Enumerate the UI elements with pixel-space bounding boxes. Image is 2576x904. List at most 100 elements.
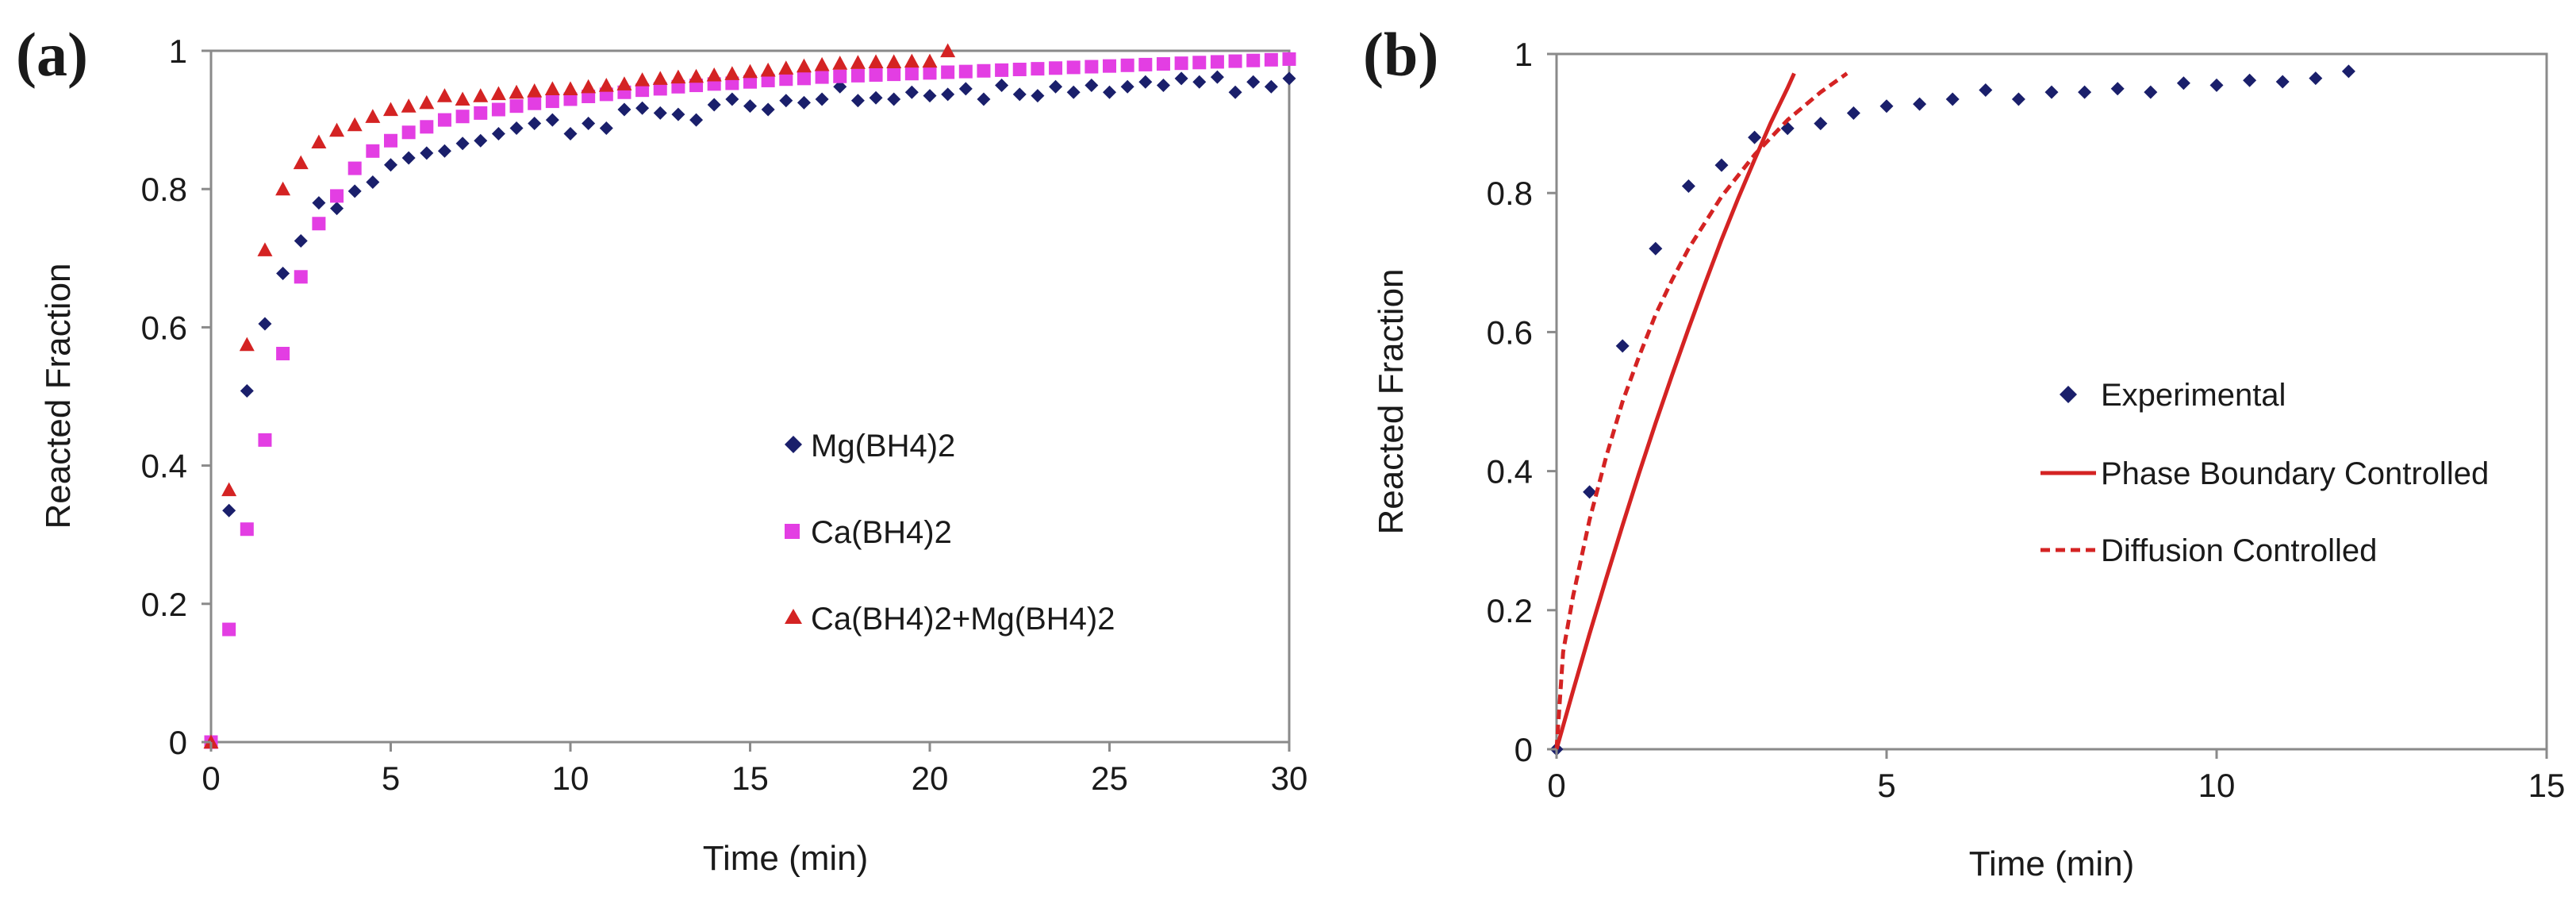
- legend-marker-mg: [785, 436, 802, 453]
- data-point-ca-bh4-2: [797, 71, 811, 86]
- data-point-ca-bh4-2: [276, 346, 290, 360]
- x-axis-label-b: Time (min): [1969, 844, 2135, 883]
- data-point-mg-bh4-2: [1174, 71, 1188, 86]
- data-point-mg-bh4-2: [833, 79, 847, 94]
- data-point-mg-bh4-2: [941, 87, 955, 102]
- data-point-ca-bh4-2: [384, 133, 397, 148]
- data-point-ca-bh4-2: [1210, 55, 1224, 69]
- data-point-ca-bh4-2: [779, 72, 793, 87]
- data-point-ca-bh4-2-mg-bh4-2: [760, 62, 776, 77]
- data-point-ca-bh4-2: [347, 161, 362, 175]
- data-point-ca-bh4-2-mg-bh4-2: [490, 86, 506, 101]
- data-point-mg-bh4-2: [904, 85, 919, 99]
- data-point-mg-bh4-2: [455, 137, 470, 151]
- panel-label-a: (a): [16, 20, 88, 89]
- data-point-mg-bh4-2: [1049, 79, 1063, 94]
- data-point-ca-bh4-2-mg-bh4-2: [293, 155, 309, 170]
- y-ticks-a: 0 0.2 0.4 0.6 0.8 1: [141, 33, 211, 761]
- legend-marker-ca: [785, 524, 800, 539]
- data-point-mg-bh4-2: [1103, 85, 1116, 99]
- data-point-experimental: [2078, 85, 2092, 99]
- data-point-mg-bh4-2: [528, 116, 542, 130]
- legend-label-ca: Ca(BH4)2: [811, 515, 952, 550]
- data-point-ca-bh4-2-mg-bh4-2: [743, 63, 758, 79]
- data-point-ca-bh4-2-mg-bh4-2: [598, 78, 614, 92]
- data-point-ca-bh4-2-mg-bh4-2: [652, 71, 668, 85]
- data-point-ca-bh4-2-mg-bh4-2: [689, 68, 704, 83]
- data-point-mg-bh4-2: [582, 116, 596, 130]
- legend-label-experimental: Experimental: [2101, 378, 2286, 413]
- data-point-mg-bh4-2: [1120, 79, 1134, 94]
- data-point-experimental: [2275, 75, 2290, 89]
- data-point-ca-bh4-2: [420, 120, 434, 134]
- y-tick-label: 0.6: [141, 309, 187, 346]
- data-point-experimental: [1615, 339, 1630, 353]
- data-point-ca-bh4-2-mg-bh4-2: [814, 56, 830, 71]
- data-point-mg-bh4-2: [563, 127, 578, 141]
- data-point-experimental: [1714, 158, 1729, 172]
- data-point-ca-bh4-2-mg-bh4-2: [239, 337, 255, 352]
- chart-panel-a: (a) 0 5 10 15 20 25 30 0 0.2 0.4 0.6 0.8 1 Time (mi…: [16, 20, 1307, 878]
- data-point-mg-bh4-2: [1138, 75, 1153, 89]
- x-tick-label: 15: [2528, 767, 2566, 804]
- data-point-ca-bh4-2: [761, 73, 775, 87]
- data-point-ca-bh4-2: [1156, 57, 1170, 71]
- data-point-mg-bh4-2: [725, 92, 739, 106]
- x-tick-label: 10: [2198, 767, 2236, 804]
- data-point-experimental: [1649, 241, 1663, 256]
- data-point-ca-bh4-2-mg-bh4-2: [527, 83, 543, 98]
- data-point-experimental: [2144, 85, 2158, 99]
- data-point-ca-bh4-2: [958, 64, 973, 79]
- x-tick-label: 30: [1271, 760, 1308, 797]
- data-point-ca-bh4-2-mg-bh4-2: [635, 72, 651, 87]
- data-point-experimental: [1681, 179, 1695, 193]
- x-tick-label: 10: [552, 760, 589, 797]
- data-point-mg-bh4-2: [294, 234, 308, 248]
- data-point-mg-bh4-2: [366, 175, 380, 189]
- data-point-ca-bh4-2-mg-bh4-2: [436, 88, 452, 102]
- data-point-ca-bh4-2-mg-bh4-2: [778, 60, 794, 75]
- data-point-mg-bh4-2: [240, 384, 254, 398]
- data-point-mg-bh4-2: [977, 92, 991, 106]
- x-tick-label: 0: [202, 760, 220, 797]
- data-point-mg-bh4-2: [797, 95, 811, 110]
- x-tick-label: 0: [1547, 767, 1565, 804]
- data-point-mg-bh4-2: [923, 89, 937, 103]
- data-point-ca-bh4-2: [635, 83, 650, 98]
- x-tick-label: 25: [1091, 760, 1128, 797]
- data-point-mg-bh4-2: [671, 107, 685, 121]
- data-point-ca-bh4-2-mg-bh4-2: [401, 98, 417, 113]
- x-tick-label: 20: [912, 760, 949, 797]
- data-point-ca-bh4-2-mg-bh4-2: [850, 55, 866, 69]
- data-point-ca-bh4-2: [1085, 60, 1099, 74]
- data-point-mg-bh4-2: [869, 90, 883, 105]
- data-point-ca-bh4-2-mg-bh4-2: [455, 91, 470, 106]
- data-point-mg-bh4-2: [330, 202, 344, 216]
- data-point-ca-bh4-2-mg-bh4-2: [221, 482, 237, 497]
- data-point-mg-bh4-2: [1156, 79, 1170, 93]
- data-point-ca-bh4-2: [1012, 63, 1027, 77]
- data-point-mg-bh4-2: [384, 158, 397, 172]
- data-point-ca-bh4-2-mg-bh4-2: [724, 66, 740, 80]
- data-point-ca-bh4-2: [294, 270, 308, 284]
- data-point-ca-bh4-2: [995, 63, 1009, 77]
- data-point-mg-bh4-2: [653, 106, 667, 120]
- y-tick-label: 0: [169, 724, 187, 761]
- data-point-ca-bh4-2: [222, 622, 236, 637]
- data-point-mg-bh4-2: [1012, 87, 1027, 102]
- data-point-ca-bh4-2-mg-bh4-2: [670, 69, 686, 84]
- data-point-mg-bh4-2: [761, 102, 775, 117]
- series-marks-b: [1549, 64, 2355, 756]
- data-point-ca-bh4-2-mg-bh4-2: [347, 117, 363, 132]
- y-tick-label: 0.8: [1487, 175, 1533, 212]
- data-point-mg-bh4-2: [958, 82, 973, 96]
- data-point-mg-bh4-2: [1246, 75, 1261, 89]
- data-point-mg-bh4-2: [258, 317, 272, 331]
- data-point-mg-bh4-2: [437, 144, 451, 158]
- data-point-ca-bh4-2-mg-bh4-2: [922, 53, 938, 68]
- data-point-ca-bh4-2: [509, 99, 524, 113]
- data-point-ca-bh4-2: [815, 70, 829, 84]
- data-point-mg-bh4-2: [474, 133, 488, 148]
- data-point-experimental: [2309, 71, 2323, 86]
- data-point-mg-bh4-2: [850, 94, 865, 108]
